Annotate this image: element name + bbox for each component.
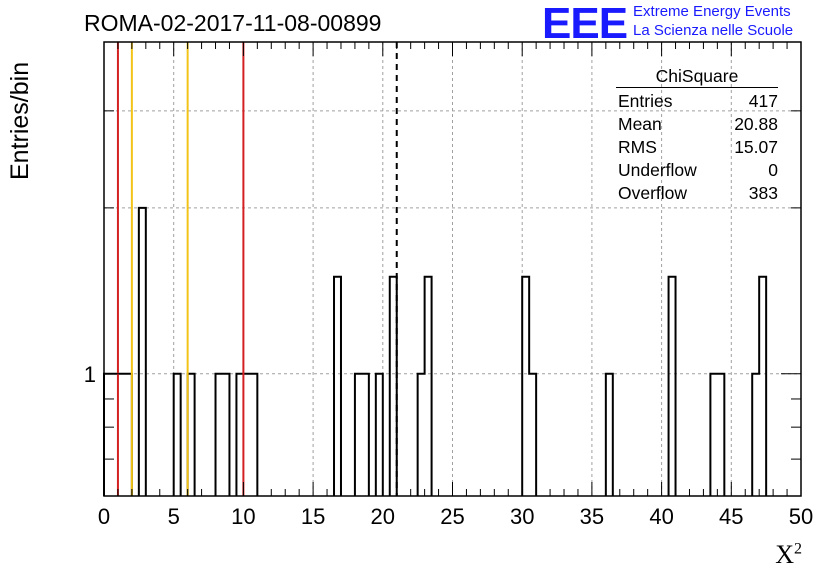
x-tick-labels: 0 5 10 15 20 25 30 35 40 45 50 xyxy=(98,504,813,529)
logo-line-1: Extreme Energy Events xyxy=(633,3,791,20)
histogram-bin xyxy=(236,374,243,496)
histogram-layer xyxy=(103,206,768,496)
x-tick-label: 15 xyxy=(301,504,325,529)
stats-label: Overflow xyxy=(618,183,688,203)
y-tick-labels: 1 xyxy=(84,362,96,387)
stats-value: 20.88 xyxy=(734,114,778,134)
x-tick-label: 30 xyxy=(510,504,534,529)
histogram-bin xyxy=(376,374,383,496)
x-tick-label: 20 xyxy=(371,504,395,529)
stats-label: Mean xyxy=(618,114,662,134)
x-tick-label: 10 xyxy=(231,504,255,529)
histogram-bin xyxy=(104,374,111,496)
x-tick-label: 25 xyxy=(440,504,464,529)
x-tick-label: 50 xyxy=(789,504,813,529)
stats-row-rms: RMS 15.07 xyxy=(610,136,778,159)
histogram-bin xyxy=(752,374,759,496)
stats-value: 383 xyxy=(748,183,778,203)
histogram-bin xyxy=(216,374,223,496)
stats-row-underflow: Underflow 0 xyxy=(610,159,778,182)
histogram-bin xyxy=(425,277,432,496)
threshold-lines-layer xyxy=(116,42,398,496)
histogram-bin xyxy=(362,374,369,496)
histogram-bin xyxy=(522,277,529,496)
x-axis-label-text: X xyxy=(775,540,794,569)
x-axis-label-superscript: 2 xyxy=(794,540,802,558)
histogram-bin xyxy=(390,277,397,496)
histogram-bin xyxy=(174,374,181,496)
x-tick-label: 45 xyxy=(719,504,743,529)
histogram-bin xyxy=(710,374,717,496)
logo-line-2: La Scienza nelle Scuole xyxy=(633,22,794,39)
axis-ticks-layer xyxy=(103,41,802,497)
histogram-bin xyxy=(418,374,425,496)
histogram-bin xyxy=(529,374,536,496)
stats-box: ChiSquare Entries 417 Mean 20.88 RMS 15.… xyxy=(610,66,778,205)
histogram-bin xyxy=(139,208,146,496)
stats-title: ChiSquare xyxy=(616,66,778,88)
histogram-outline xyxy=(103,206,768,496)
stats-label: Underflow xyxy=(618,160,697,180)
x-tick-label: 35 xyxy=(580,504,604,529)
histogram-bin xyxy=(334,277,341,496)
logo-text: Extreme Energy Events La Scienza nelle S… xyxy=(633,2,793,40)
chart-title: ROMA-02-2017-11-08-00899 xyxy=(84,10,382,36)
x-axis-label: X2 xyxy=(775,540,802,570)
histogram-bin xyxy=(606,374,613,496)
histogram-bin xyxy=(250,374,257,496)
histogram-bin xyxy=(222,374,229,496)
stats-label: RMS xyxy=(618,137,657,157)
stats-value: 0 xyxy=(768,160,778,180)
eee-logo: EEE Extreme Energy Events La Scienza nel… xyxy=(542,2,793,46)
histogram-bin xyxy=(243,374,250,496)
stats-row-overflow: Overflow 383 xyxy=(610,182,778,205)
y-axis-label: Entries/bin xyxy=(6,61,34,180)
x-tick-label: 5 xyxy=(168,504,180,529)
stats-label: Entries xyxy=(618,91,673,111)
histogram-bin xyxy=(669,277,676,496)
histogram-bin xyxy=(355,374,362,496)
histogram-bin xyxy=(188,374,195,496)
logo-mark: EEE xyxy=(542,0,628,48)
stats-value: 417 xyxy=(748,91,778,111)
y-tick-label: 1 xyxy=(84,362,96,387)
x-tick-label: 0 xyxy=(98,504,110,529)
stats-row-mean: Mean 20.88 xyxy=(610,113,778,136)
histogram-bin xyxy=(717,374,724,496)
stats-row-entries: Entries 417 xyxy=(610,90,778,113)
stats-value: 15.07 xyxy=(734,137,778,157)
histogram-bin xyxy=(125,374,132,496)
histogram-bin xyxy=(118,374,125,496)
x-tick-label: 40 xyxy=(649,504,673,529)
histogram-bin xyxy=(759,277,766,496)
histogram-bin xyxy=(111,374,118,496)
